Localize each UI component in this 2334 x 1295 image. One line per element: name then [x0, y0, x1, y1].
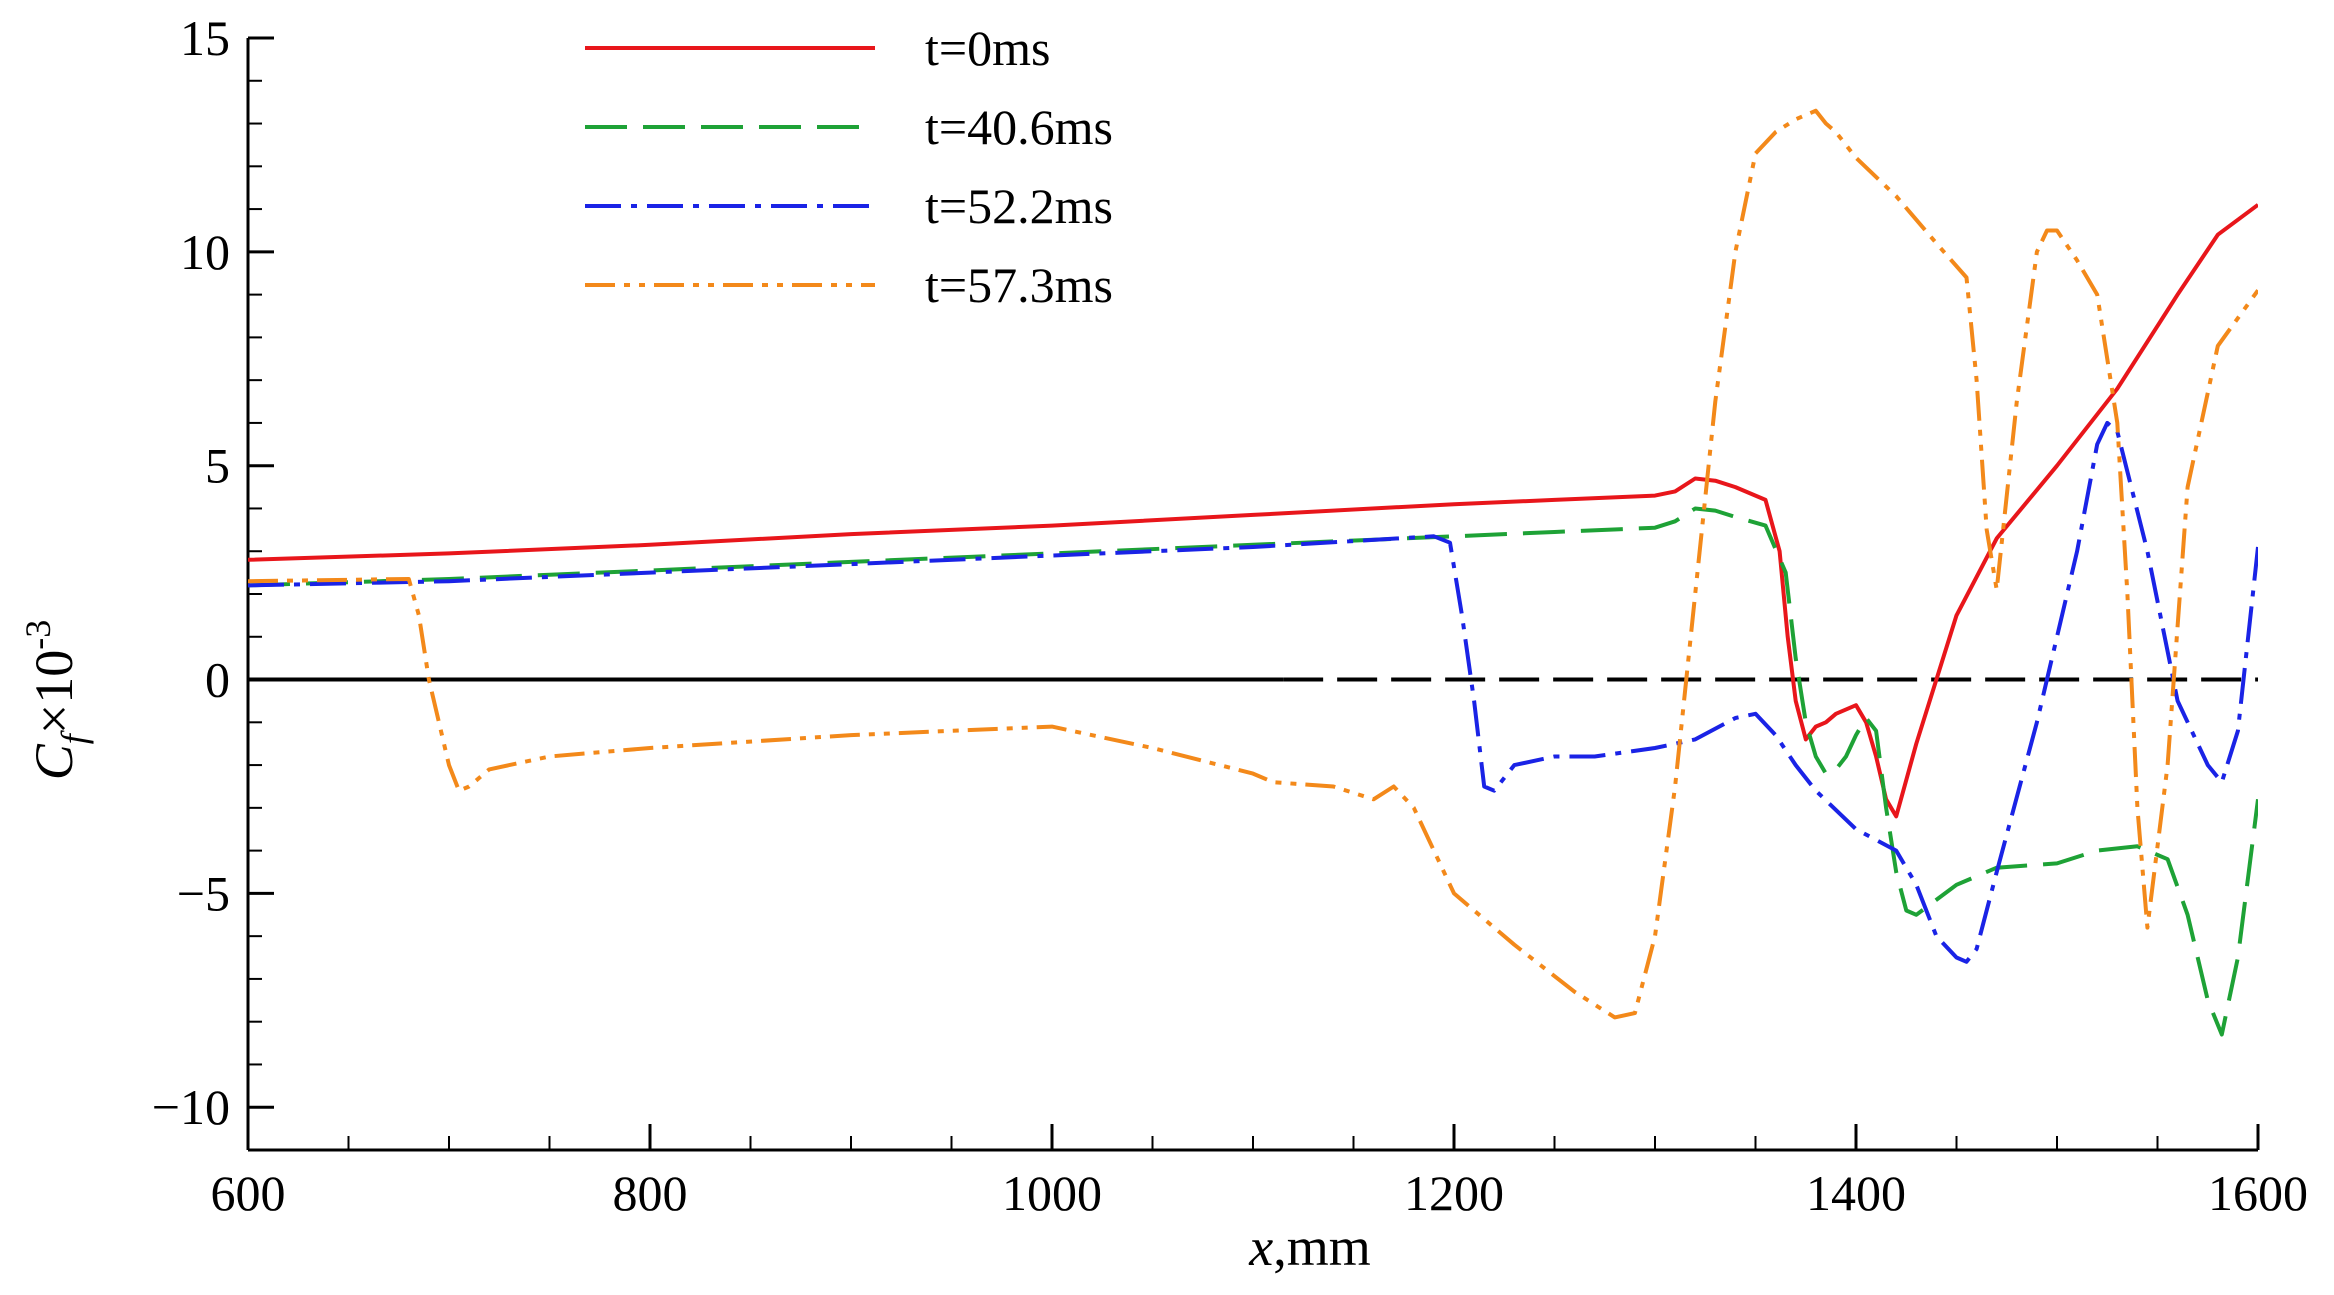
- ticks: 600 800 1000 1200 1400 1600 −10 −5 0 5 10 15: [152, 10, 2308, 1221]
- y-tick-label: 5: [205, 438, 230, 494]
- legend-label: t=52.2ms: [925, 178, 1113, 234]
- y-axis-var: C: [24, 743, 84, 780]
- y-tick-label: 0: [205, 652, 230, 708]
- legend-label: t=0ms: [925, 20, 1050, 76]
- series-line-t=52.2ms: [248, 420, 2258, 964]
- axes: [246, 38, 2258, 1152]
- legend-label: t=57.3ms: [925, 257, 1113, 313]
- series-lines: [248, 108, 2258, 1037]
- x-axis-unit: ,mm: [1273, 1217, 1371, 1277]
- series-line-t=0ms: [248, 203, 2258, 819]
- x-tick-label: 1600: [2208, 1165, 2308, 1221]
- y-tick-label: −5: [177, 865, 230, 921]
- y-tick-label: 15: [180, 10, 230, 66]
- y-axis-title-group: Cf×10-3: [18, 620, 94, 781]
- x-tick-label: 600: [211, 1165, 286, 1221]
- x-tick-label: 1000: [1002, 1165, 1102, 1221]
- x-axis-var: x: [1248, 1217, 1273, 1277]
- x-axis-title: x,mm: [1248, 1217, 1370, 1277]
- y-axis-mult: ×10: [24, 650, 84, 734]
- y-tick-label: 10: [180, 224, 230, 280]
- x-tick-label: 1400: [1806, 1165, 1906, 1221]
- legend: t=0ms t=40.6ms t=52.2ms t=57.3ms: [585, 20, 1113, 313]
- y-axis-title: Cf×10-3: [18, 620, 94, 781]
- x-tick-label: 1200: [1404, 1165, 1504, 1221]
- series-line-t=40.6ms: [248, 506, 2258, 1037]
- x-tick-label: 800: [613, 1165, 688, 1221]
- series-line-t=57.3ms: [248, 108, 2258, 1020]
- y-axis-exp: -3: [18, 620, 58, 650]
- y-tick-label: −10: [152, 1079, 230, 1135]
- legend-label: t=40.6ms: [925, 99, 1113, 155]
